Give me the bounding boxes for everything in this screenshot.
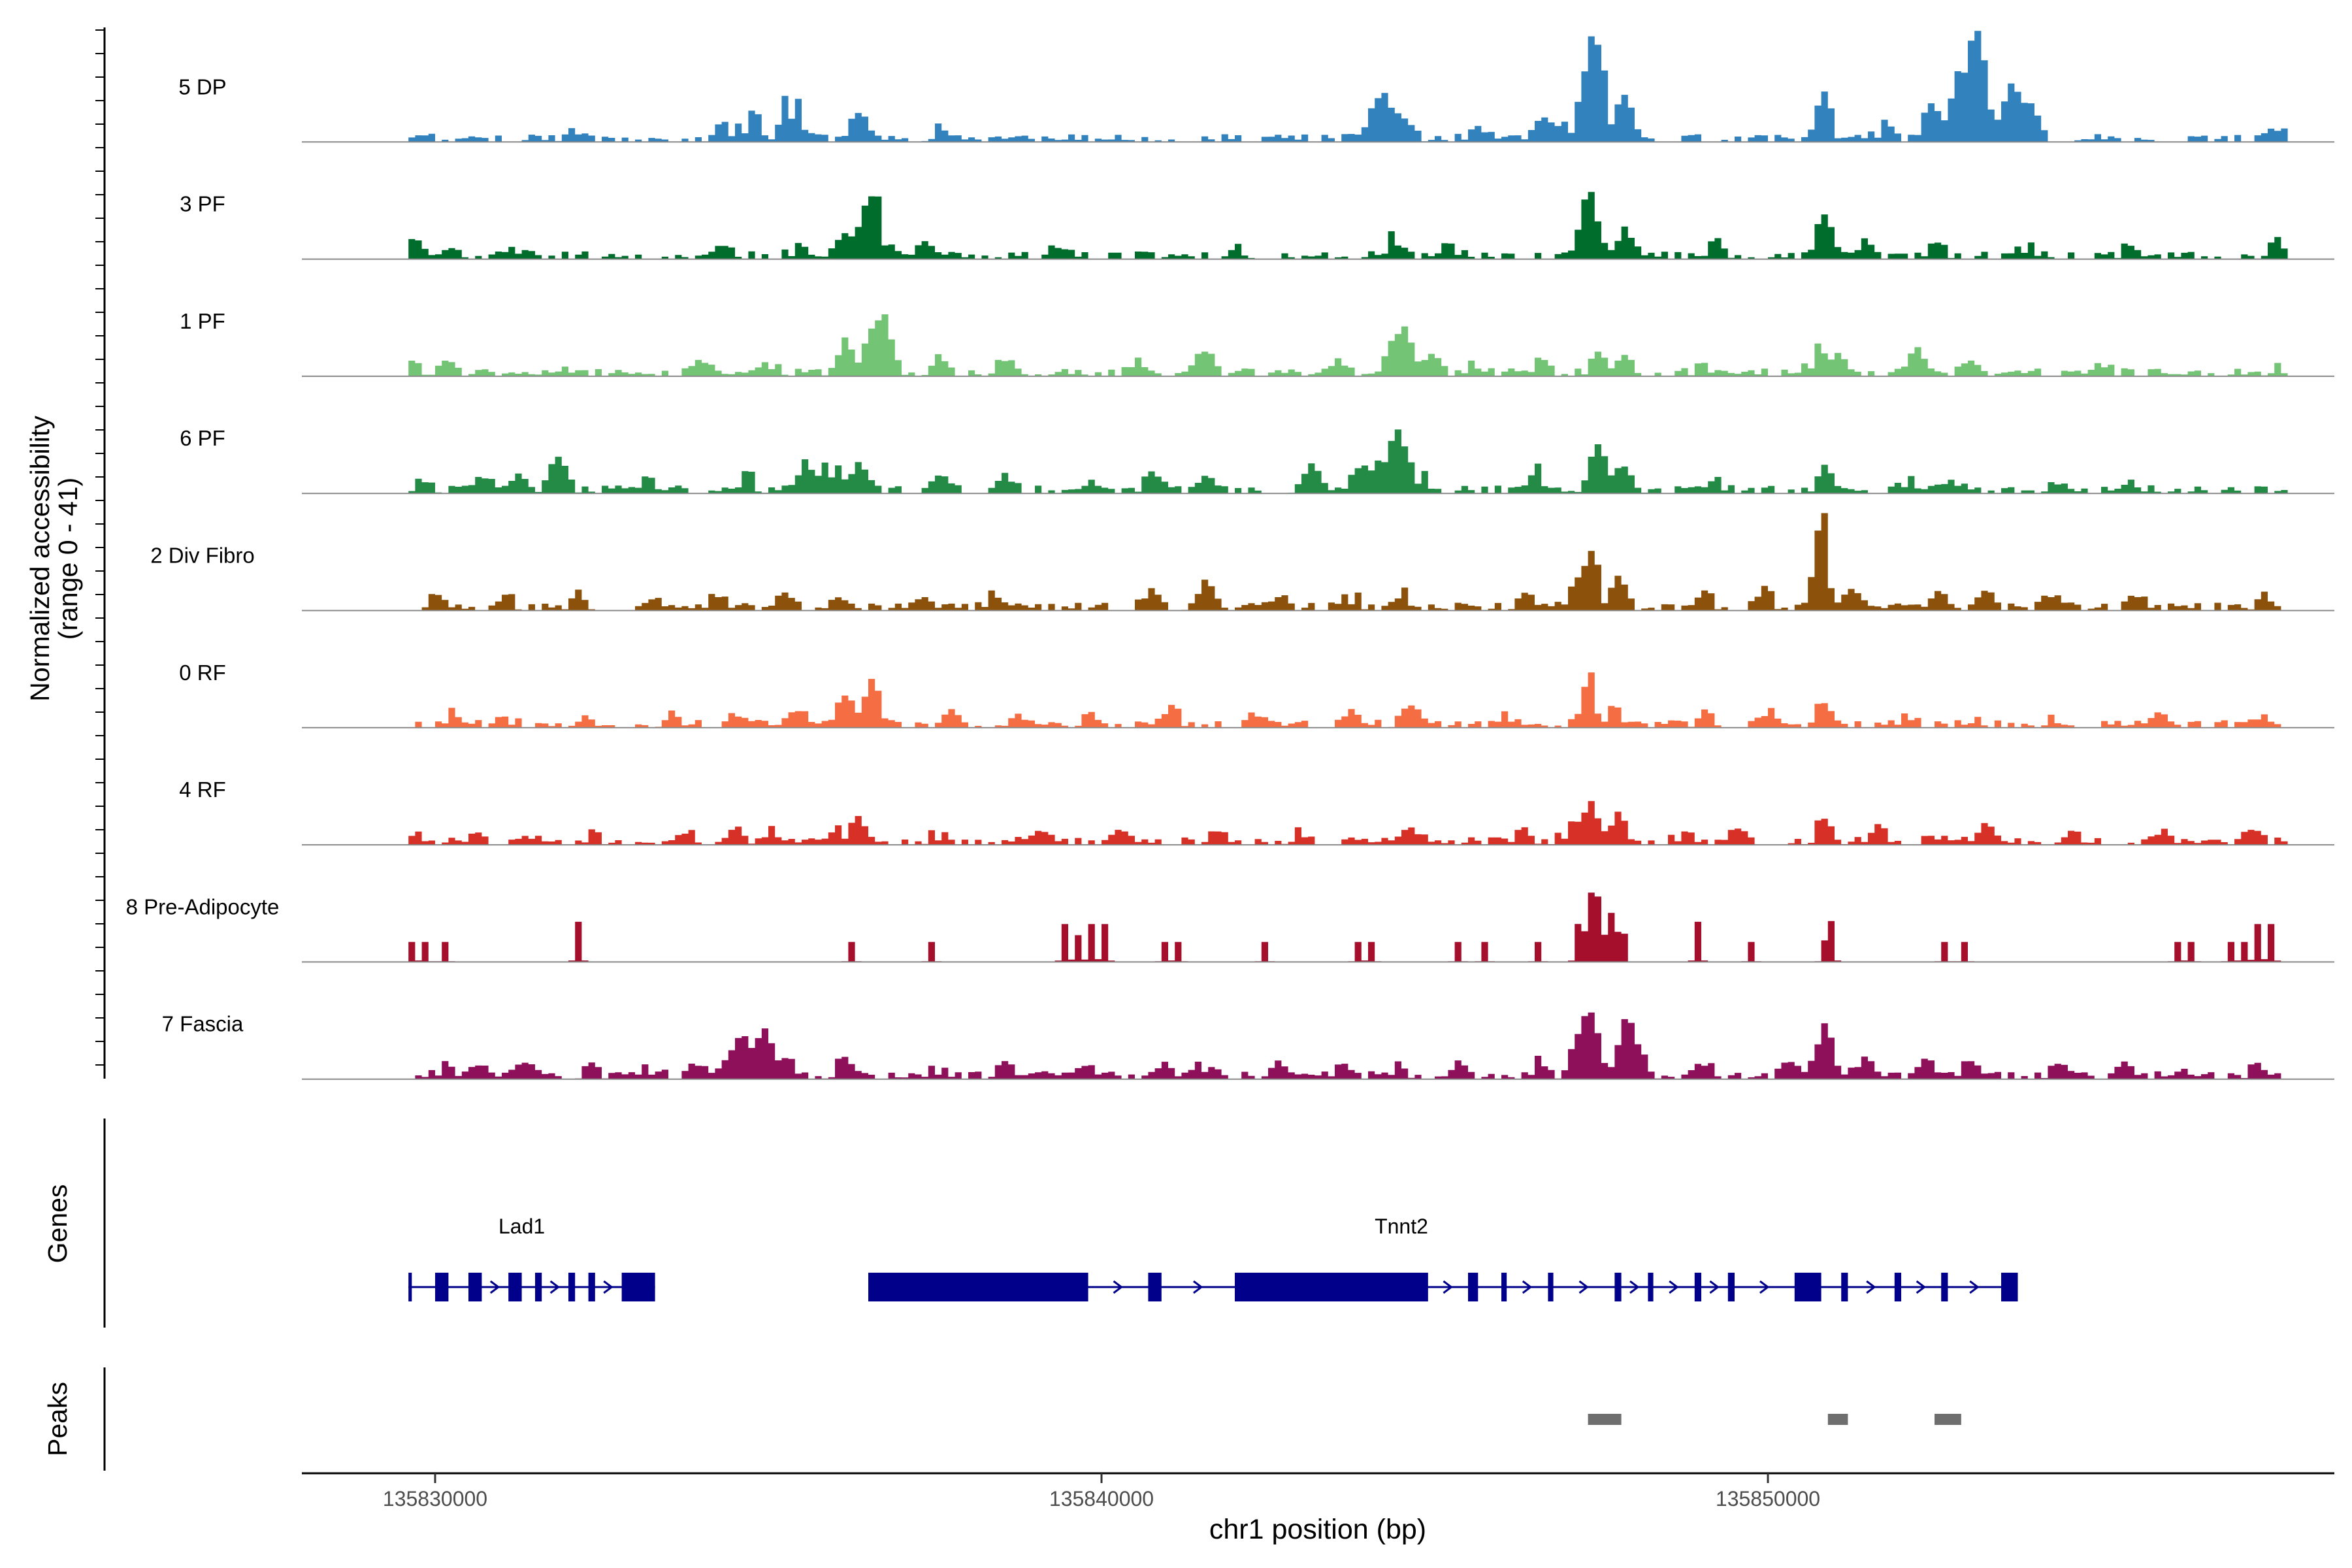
coverage-tracks: 5 DP 3 PF 1 PF 6 PF 2 Div Fibro 0 RF 4 RF 8 Pre… <box>126 31 2334 1080</box>
gene-exon <box>435 1273 449 1301</box>
strand-arrow <box>549 1280 561 1294</box>
track-8-pre-adipocyte: 8 Pre-Adipocyte <box>126 892 2334 963</box>
coverage-area <box>421 513 2288 611</box>
gene-exon <box>588 1273 595 1301</box>
strand-arrow <box>1522 1280 1533 1294</box>
gene-exon <box>1794 1273 1801 1301</box>
x-tick-label: 135850000 <box>1716 1487 1820 1511</box>
strand-arrow <box>1866 1280 1876 1294</box>
strand-arrow <box>1916 1280 1927 1294</box>
track-6-pf: 6 PF <box>180 426 2334 495</box>
peak-region <box>1588 1414 1622 1425</box>
gene-exon <box>1548 1273 1554 1301</box>
gene-exon <box>1501 1273 1507 1301</box>
track-label: 6 PF <box>180 426 225 450</box>
gene-lad1: Lad1 <box>408 1215 655 1301</box>
track-label: 5 DP <box>178 74 226 99</box>
gene-annotations: Lad1 Tnnt2 <box>408 1215 2018 1301</box>
coverage-area <box>415 1012 2281 1079</box>
gene-exon <box>621 1273 655 1301</box>
strand-arrow <box>1443 1280 1453 1294</box>
track-label: 4 RF <box>179 777 226 802</box>
gene-exon <box>1941 1273 1948 1301</box>
strand-arrow <box>489 1280 500 1294</box>
track-label: 7 Fascia <box>162 1012 244 1036</box>
track-7-fascia: 7 Fascia <box>162 1012 2334 1080</box>
gene-exon <box>468 1273 482 1301</box>
track-2-div-fibro: 2 Div Fibro <box>150 513 2334 612</box>
track-label: 2 Div Fibro <box>150 544 255 568</box>
y-axis-subtitle: (range 0 - 41) <box>53 478 83 640</box>
gene-exon <box>1235 1273 1428 1301</box>
gene-exon <box>508 1273 522 1301</box>
x-axis-ticks: 135830000 135840000 135850000 <box>383 1473 1820 1511</box>
track-label: 8 Pre-Adipocyte <box>126 894 280 919</box>
peak-region <box>1935 1414 1961 1425</box>
gene-exon <box>1894 1273 1901 1301</box>
strand-arrow <box>1629 1280 1640 1294</box>
gene-exon <box>1614 1273 1622 1301</box>
gene-exon <box>868 1273 1088 1301</box>
coverage-area <box>408 31 2288 142</box>
gene-exon <box>1801 1273 1821 1301</box>
track-5-dp: 5 DP <box>178 31 2334 143</box>
coverage-area <box>408 191 2288 259</box>
track-label: 3 PF <box>180 192 225 216</box>
gene-exon <box>1841 1273 1848 1301</box>
strand-arrow <box>1759 1280 1770 1294</box>
coverage-area <box>408 429 2288 494</box>
gene-exon <box>1648 1273 1654 1301</box>
track-label: 1 PF <box>180 309 225 333</box>
coverage-area <box>408 801 2288 845</box>
track-0-rf: 0 RF <box>179 661 2334 728</box>
coverage-area <box>415 672 2281 728</box>
strand-arrow <box>1969 1280 1980 1294</box>
genes-panel-label: Genes <box>42 1184 73 1264</box>
strand-arrow <box>1709 1280 1720 1294</box>
strand-arrow <box>603 1280 613 1294</box>
coverage-y-axis-ticks <box>95 29 105 1066</box>
gene-exon <box>408 1273 412 1301</box>
track-4-rf: 4 RF <box>179 777 2334 846</box>
gene-name-label: Lad1 <box>498 1215 545 1238</box>
gene-exon <box>568 1273 576 1301</box>
track-3-pf: 3 PF <box>180 191 2334 260</box>
coverage-area <box>408 314 2288 376</box>
x-tick-label: 135830000 <box>383 1487 487 1511</box>
gene-exon <box>2001 1273 2018 1301</box>
y-axis-title: Normalized accessibility <box>25 416 55 702</box>
track-1-pf: 1 PF <box>180 309 2334 377</box>
gene-exon <box>1468 1273 1478 1301</box>
gene-exon <box>535 1273 542 1301</box>
strand-arrow <box>1113 1280 1123 1294</box>
gene-tnnt2: Tnnt2 <box>868 1215 2018 1301</box>
gene-exon <box>1694 1273 1701 1301</box>
x-tick-label: 135840000 <box>1049 1487 1154 1511</box>
gene-exon <box>1148 1273 1162 1301</box>
strand-arrow <box>1669 1280 1679 1294</box>
gene-exon <box>1727 1273 1735 1301</box>
strand-arrow <box>1193 1280 1203 1294</box>
gene-name-label: Tnnt2 <box>1375 1215 1428 1238</box>
strand-arrow <box>1578 1280 1589 1294</box>
peak-region <box>1827 1414 1848 1425</box>
track-label: 0 RF <box>179 661 226 685</box>
peaks-panel-label: Peaks <box>42 1382 73 1456</box>
peak-regions <box>1588 1414 1961 1425</box>
x-axis-title: chr1 position (bp) <box>1209 1514 1426 1545</box>
